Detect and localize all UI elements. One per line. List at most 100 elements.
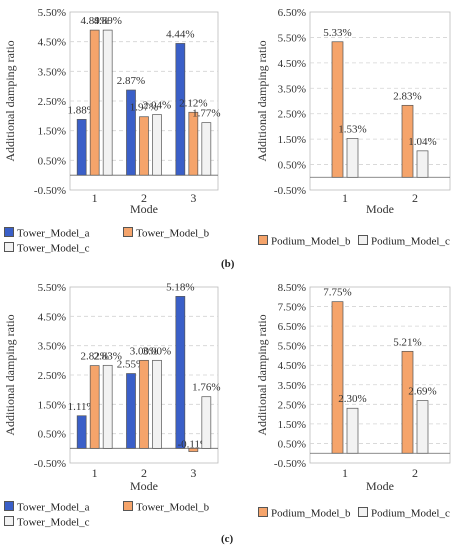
y-tick-label: 8.50% — [278, 282, 306, 294]
x-tick-label: 2 — [141, 191, 147, 205]
x-axis-title: Mode — [366, 202, 394, 216]
y-tick-label: 5.50% — [38, 7, 66, 19]
data-label: 1.53% — [338, 123, 366, 135]
data-label: 4.89% — [93, 15, 121, 27]
bar — [346, 138, 359, 178]
bar — [416, 400, 429, 454]
bar — [188, 111, 199, 176]
data-label: 2.82% — [80, 351, 108, 363]
y-tick-label: 2.50% — [278, 109, 306, 121]
x-tick-label: 1 — [92, 191, 98, 205]
data-label: 2.04% — [143, 100, 171, 112]
data-label: 2.69% — [408, 386, 436, 398]
y-axis-title: Additional damping ratio — [3, 314, 17, 435]
legend-label: Tower_Model_b — [136, 227, 210, 240]
y-tick-label: 3.50% — [38, 66, 66, 78]
panel-label-b: (b) — [221, 258, 235, 270]
y-tick-label: 6.50% — [278, 7, 306, 19]
x-tick-label: 3 — [190, 466, 196, 480]
y-tick-label: 5.50% — [278, 32, 306, 44]
bar — [416, 150, 429, 178]
data-label: 5.21% — [393, 336, 421, 348]
data-label: 2.83% — [393, 90, 421, 102]
x-axis-title: Mode — [366, 479, 394, 493]
panel-label-c: (c) — [221, 533, 234, 545]
bar — [201, 396, 212, 449]
y-tick-label: 0.50% — [38, 155, 66, 167]
legend-label: Tower_Model_b — [136, 501, 210, 514]
y-tick-label: 0.50% — [278, 160, 306, 172]
y-tick-label: 5.50% — [38, 282, 66, 294]
y-tick-label: 7.50% — [278, 302, 306, 314]
legend-label: Tower_Model_c — [17, 242, 90, 255]
bar — [331, 301, 344, 454]
legend-label: Tower_Model_c — [17, 516, 90, 529]
x-tick-label: 2 — [141, 466, 147, 480]
legend-swatch — [4, 227, 14, 238]
data-label: 1.88% — [67, 104, 95, 116]
y-tick-label: 2.50% — [38, 370, 66, 382]
bar — [126, 373, 136, 449]
data-label: 2.55% — [117, 359, 145, 371]
y-tick-label: 2.50% — [278, 399, 306, 411]
y-tick-label: 4.50% — [38, 311, 66, 323]
legend-label: Podium_Model_c — [371, 235, 450, 248]
data-label: 2.30% — [338, 393, 366, 405]
legend-label: Tower_Model_a — [17, 227, 90, 240]
legend-swatch — [258, 235, 268, 246]
x-tick-label: 1 — [92, 466, 98, 480]
data-label: 7.75% — [323, 287, 351, 299]
y-tick-label: 4.50% — [278, 360, 306, 372]
x-tick-label: 3 — [190, 191, 196, 205]
bar — [102, 29, 113, 176]
data-label: 1.11% — [68, 401, 96, 413]
y-tick-label: 0.50% — [38, 429, 66, 441]
legend-item: Podium_Model_b — [258, 507, 350, 519]
x-tick-label: 1 — [342, 191, 348, 205]
bar — [401, 104, 414, 178]
bar — [201, 122, 212, 176]
legend-label: Podium_Model_c — [371, 507, 450, 520]
legend-label: Podium_Model_b — [271, 507, 351, 520]
legend-item: Tower_Model_c — [4, 242, 90, 254]
y-tick-label: 6.50% — [278, 321, 306, 333]
data-label: 5.18% — [166, 281, 194, 293]
legend-swatch — [4, 242, 14, 253]
y-tick-label: 0.50% — [278, 438, 306, 450]
y-tick-label: -0.50% — [34, 458, 66, 470]
plot-frame — [309, 286, 451, 464]
bar — [152, 114, 162, 176]
x-tick-label: 2 — [412, 191, 418, 205]
data-label: 1.76% — [192, 382, 220, 394]
legend-swatch — [4, 516, 14, 527]
legend-item: Podium_Model_b — [258, 235, 350, 247]
x-axis-title: Mode — [130, 202, 158, 216]
data-label: 1.97% — [130, 102, 158, 114]
bar — [139, 359, 149, 449]
data-label: 3.00% — [130, 345, 158, 357]
x-tick-label: 2 — [412, 466, 418, 480]
y-axis-title: Additional damping ratio — [255, 314, 269, 435]
bar — [401, 350, 414, 454]
y-axis-title: Additional damping ratio — [255, 40, 269, 161]
legend-item: Tower_Model_b — [123, 501, 209, 513]
bar — [89, 365, 100, 449]
legend-swatch — [123, 227, 133, 238]
data-label: 4.44% — [166, 28, 194, 40]
data-label: 4.89% — [80, 15, 108, 27]
bar — [76, 415, 87, 449]
chart-c-tower: -0.50% 0.50% 1.50% 2.50% 3.50% 4.50% 5.50% 1 1.1… — [3, 281, 221, 493]
bar — [331, 41, 344, 178]
y-tick-label: 1.50% — [278, 419, 306, 431]
data-label: 1.77% — [192, 108, 220, 120]
legend-item: Podium_Model_c — [358, 235, 450, 247]
y-tick-label: -0.50% — [34, 185, 66, 197]
y-tick-label: 2.50% — [38, 96, 66, 108]
chart-c-podium: -0.50% 0.50% 1.50% 2.50% 3.50% 4.50% 5.50% 6.50… — [255, 282, 451, 493]
legend-swatch — [358, 235, 368, 246]
y-tick-label: 3.50% — [278, 83, 306, 95]
bar — [76, 119, 87, 176]
bar — [175, 296, 186, 449]
bar — [89, 29, 100, 176]
